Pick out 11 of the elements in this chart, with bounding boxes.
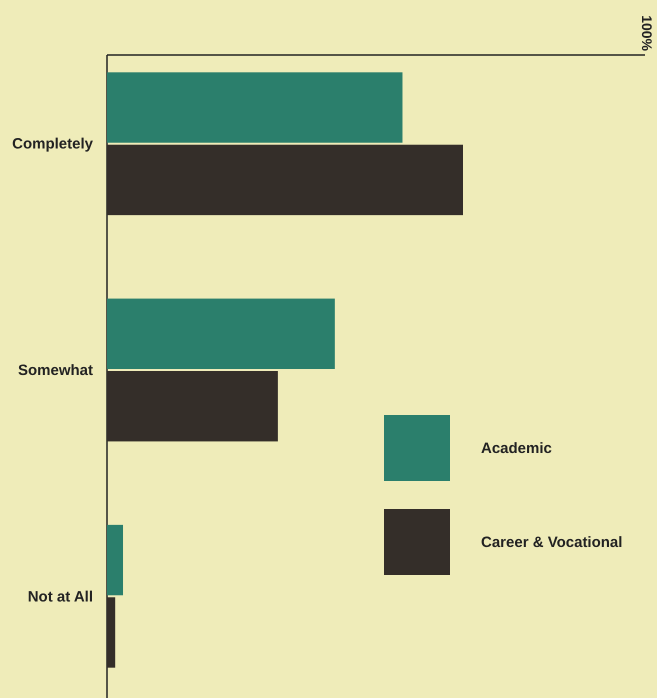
legend: Academic Career & Vocational [384, 415, 622, 575]
bar [107, 597, 116, 668]
bar [107, 72, 402, 143]
bar [107, 524, 124, 596]
y-tick-label: Somewhat [18, 362, 94, 379]
bar [107, 298, 335, 369]
y-tick-label: Not at All [28, 588, 93, 606]
y-tick-label: Completely [12, 136, 94, 153]
text: 100% [639, 15, 655, 52]
bar [107, 144, 463, 216]
bar [107, 371, 278, 442]
